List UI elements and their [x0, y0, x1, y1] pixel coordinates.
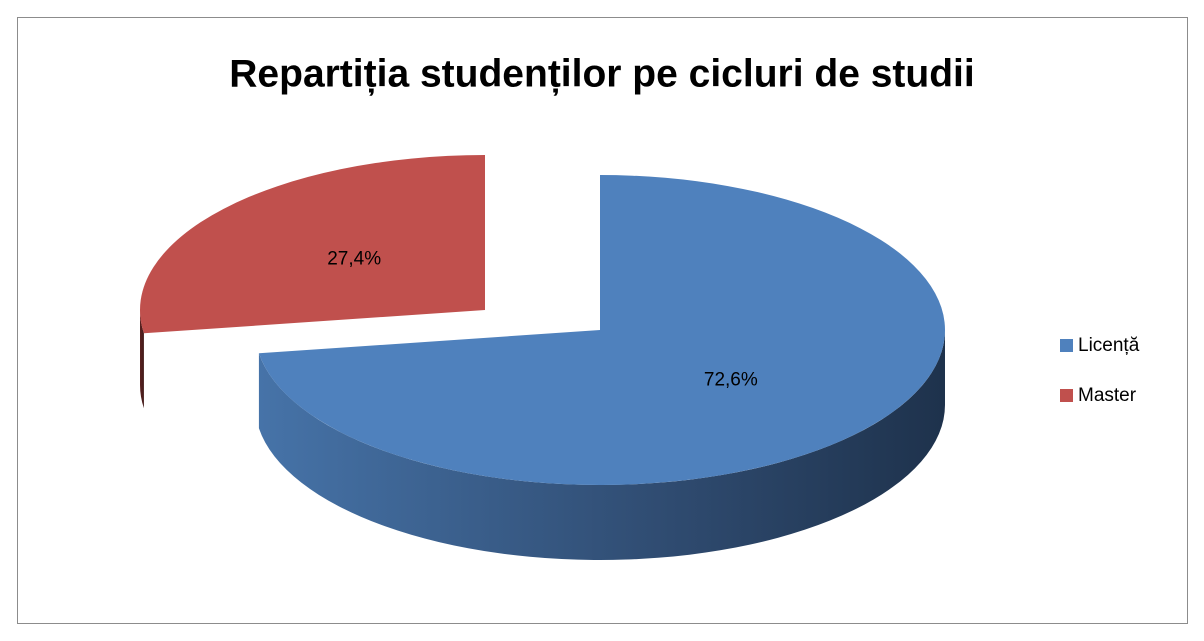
legend-label: Master [1078, 385, 1137, 406]
legend-swatch [1060, 339, 1073, 352]
pie-side [140, 310, 144, 409]
pie-side [258, 330, 945, 560]
chart-title: Repartiția studenților pe cicluri de stu… [229, 52, 974, 95]
pie-slice [258, 175, 945, 485]
data-label: 72,6% [704, 370, 758, 391]
data-label: 27,4% [327, 248, 381, 269]
pie-slice [140, 155, 485, 334]
legend-swatch [1060, 389, 1073, 402]
legend-label: Licență [1078, 335, 1140, 356]
